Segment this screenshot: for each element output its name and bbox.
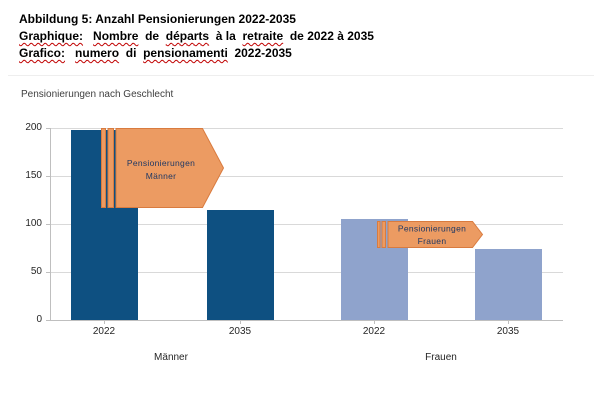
caption-line-german: Abbildung 5: Anzahl Pensionierungen 2022… (19, 11, 374, 28)
y-axis-tick (46, 128, 50, 129)
bar-frauen-2035[interactable] (474, 248, 542, 320)
annotation-arrow-maenner[interactable]: Pensionierungen Männer (101, 128, 225, 208)
caption-text (68, 46, 71, 60)
misspelled-word: numero (75, 46, 120, 60)
x-axis-category-label: 2035 (496, 326, 520, 337)
annotation-arrow-frauen[interactable]: Pensionierungen Frauen (377, 221, 484, 248)
x-axis-tick (240, 321, 241, 324)
caption-text: à la (212, 29, 240, 43)
misspelled-word: départs (165, 29, 210, 43)
arrow-stripe (101, 128, 106, 208)
y-axis-tick (46, 176, 50, 177)
caption-text: de 2022 à 2035 (286, 29, 374, 43)
caption-line-french: Graphique: Nombre de départs à la retrai… (19, 28, 374, 45)
caption-text: de (141, 29, 163, 43)
misspelled-word: Grafico: (19, 46, 66, 60)
y-axis-tick-label: 100 (25, 218, 42, 229)
x-axis-line (50, 320, 563, 321)
y-axis-tick (46, 272, 50, 273)
annotation-text: Männer (146, 171, 177, 181)
misspelled-word: retraite (242, 29, 284, 43)
x-axis-tick (374, 321, 375, 324)
x-axis-category-label: 2022 (92, 326, 116, 337)
annotation-text: Pensionierungen (398, 224, 466, 234)
x-axis-group-label: Männer (154, 352, 188, 363)
gridline (50, 128, 563, 129)
annotation-text: Frauen (418, 236, 447, 246)
annotation-text: Pensionierungen (127, 158, 195, 168)
arrow-stripe (377, 221, 381, 248)
gridline (50, 176, 563, 177)
gridline (50, 272, 563, 273)
y-axis-tick (46, 224, 50, 225)
embedded-chart[interactable] (8, 75, 594, 391)
x-axis-tick (104, 321, 105, 324)
bar-maenner-2035[interactable] (206, 209, 274, 320)
arrow-body (115, 128, 225, 208)
x-axis-category-label: 2022 (362, 326, 386, 337)
caption-text: di (122, 46, 140, 60)
y-axis-tick-label: 200 (25, 122, 42, 133)
y-axis-tick-label: 50 (30, 266, 42, 277)
y-axis-tick-label: 150 (25, 170, 42, 181)
chart-title: Pensionierungen nach Geschlecht (21, 89, 174, 100)
y-axis-line (50, 128, 51, 321)
x-axis-group-label: Frauen (425, 352, 457, 363)
caption-text: Abbildung 5: Anzahl Pensionierungen 2022… (19, 12, 296, 26)
arrow-stripe (381, 221, 386, 248)
gridline (50, 224, 563, 225)
misspelled-word: pensionamenti (143, 46, 228, 60)
x-axis-tick (508, 321, 509, 324)
arrow-body (387, 221, 484, 248)
y-axis-tick-label: 0 (36, 314, 42, 325)
misspelled-word: Graphique: (19, 29, 84, 43)
y-axis-tick (46, 320, 50, 321)
arrow-stripe (107, 128, 114, 208)
caption-line-italian: Grafico: numero di pensionamenti 2022-20… (19, 45, 374, 62)
x-axis-category-label: 2035 (228, 326, 252, 337)
misspelled-word: Nombre (93, 29, 139, 43)
figure-caption: Abbildung 5: Anzahl Pensionierungen 2022… (19, 11, 374, 62)
caption-text: 2022-2035 (231, 46, 292, 60)
caption-text (86, 29, 89, 43)
